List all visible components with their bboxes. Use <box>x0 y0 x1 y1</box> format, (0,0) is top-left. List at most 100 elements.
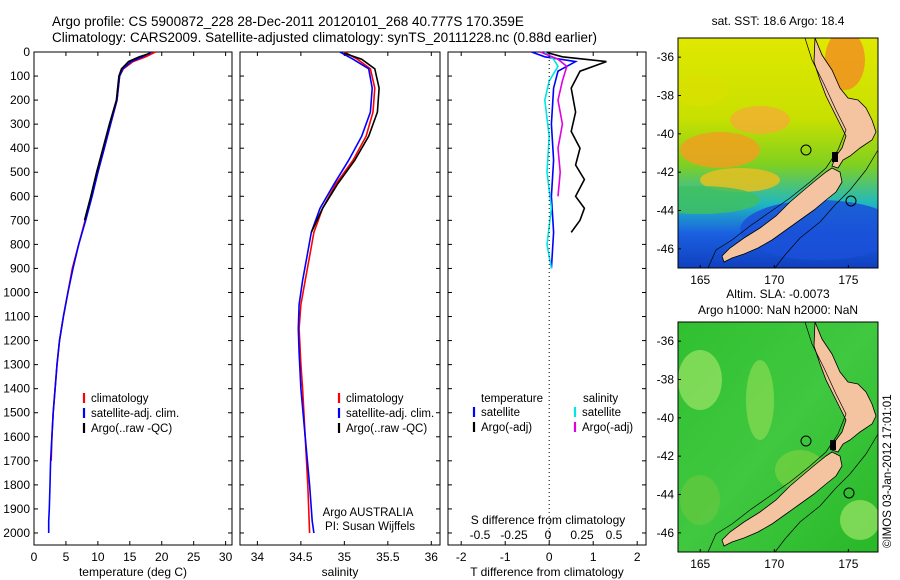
sst-map-ticks: 165 170 175 -36 -38 -40 -42 -44 -46 <box>657 50 859 287</box>
location-marker-2 <box>843 487 855 499</box>
legend-label: Argo(-adj) <box>481 422 532 434</box>
argo-annotation: Argo AUSTRALIA <box>323 507 414 519</box>
series-s-argo <box>540 51 568 197</box>
s-tick-label: 0 <box>545 528 552 542</box>
sst-map: sat. SST: 18.6 Argo: 18.4 165 170 175 -36 -3… <box>657 14 879 287</box>
map-x-tick-label: 170 <box>764 557 784 571</box>
x-tick-label: 5 <box>63 550 70 564</box>
legend-title-temperature: temperature <box>481 393 543 405</box>
temperature-panel: 0 5 10 15 20 25 300100200300400500600700800900… <box>3 45 232 579</box>
s-tick-label: 0.25 <box>570 528 594 542</box>
sla-patch <box>840 500 878 540</box>
legend-title-salinity: salinity <box>583 393 618 405</box>
map-y-tick-label: -38 <box>657 89 675 103</box>
y-tick-label: 800 <box>10 237 30 251</box>
new-zealand-land <box>721 38 877 263</box>
series-climatology <box>298 51 376 534</box>
difference-xlabel: T difference from climatology <box>470 565 624 579</box>
map-y-tick-label: -40 <box>657 127 675 141</box>
sla-map-ticks: 165 170 175 -36 -38 -40 -42 -44 -46 <box>657 334 859 571</box>
y-tick-label: 1000 <box>3 285 30 299</box>
s-tick-label: -0.25 <box>500 528 528 542</box>
argo-track-2 <box>830 440 836 450</box>
x-tick-label: 34 <box>251 550 265 564</box>
temperature-axes <box>33 51 233 546</box>
argo-position-marker <box>800 144 812 156</box>
y-tick-label: 1900 <box>3 502 30 516</box>
legend-label: Argo(-adj) <box>582 422 633 434</box>
location-marker <box>845 195 857 207</box>
s-tick-label: 0.5 <box>606 528 623 542</box>
sla-patch <box>678 350 722 410</box>
map-y-tick-label: -46 <box>657 242 675 256</box>
y-tick-label: 1400 <box>3 382 30 396</box>
sst-patch <box>678 186 760 214</box>
map-y-tick-label: -36 <box>657 334 675 348</box>
argo-track <box>832 152 838 162</box>
x-tick-label: 30 <box>219 550 233 564</box>
map-y-tick-label: -44 <box>657 488 675 502</box>
map-x-tick-label: 175 <box>838 557 858 571</box>
y-tick-label: 100 <box>10 69 30 83</box>
y-tick-label: 0 <box>23 45 30 59</box>
sla-patches <box>678 350 878 540</box>
map-y-tick-label: -36 <box>657 50 675 64</box>
x-tick-label: 35.5 <box>376 550 400 564</box>
argo-position-marker-2 <box>800 435 812 447</box>
temperature-xlabel: temperature (deg C) <box>79 565 187 579</box>
series-s-satellite <box>543 51 559 269</box>
x-tick-label: 10 <box>91 550 105 564</box>
y-tick-label: 1100 <box>4 310 30 324</box>
sst-patch <box>678 74 728 106</box>
x-tick-label: 15 <box>123 550 137 564</box>
pi-annotation: PI: Susan Wijffels <box>325 521 415 533</box>
x-tick-label: 0 <box>546 550 553 564</box>
sst-patch <box>730 106 790 134</box>
x-tick-label: 2 <box>634 550 641 564</box>
map-x-tick-label: 165 <box>690 557 710 571</box>
sla-map-title-1: Altim. SLA: -0.0073 <box>726 287 830 301</box>
series-satellite-adj-clim- <box>297 51 374 534</box>
sla-patch <box>746 360 774 440</box>
map-x-tick-label: 170 <box>764 273 784 287</box>
x-tick-label: 1 <box>590 550 597 564</box>
y-tick-label: 500 <box>10 165 30 179</box>
legend-label: satellite <box>481 407 520 419</box>
title-line-2: Climatology: CARS2009. Satellite-adjuste… <box>52 30 597 45</box>
imos-credit: ©IMOS 03-Jan-2012 17:01:01 <box>882 394 894 548</box>
map-y-tick-label: -44 <box>657 204 675 218</box>
y-tick-label: 900 <box>10 261 30 275</box>
sst-map-frame <box>677 37 879 269</box>
map-y-tick-label: -42 <box>657 165 675 179</box>
y-tick-label: 400 <box>10 141 30 155</box>
map-y-tick-label: -38 <box>657 373 675 387</box>
salinity-xlabel: salinity <box>322 565 359 579</box>
y-tick-label: 1300 <box>3 358 30 372</box>
x-tick-label: 34.5 <box>289 550 313 564</box>
sla-map: Altim. SLA: -0.0073 Argo h1000: NaN h200… <box>657 287 879 571</box>
x-tick-label: -1 <box>500 550 511 564</box>
x-tick-label: 0 <box>31 550 38 564</box>
sla-map-title-2: Argo h1000: NaN h2000: NaN <box>698 303 858 317</box>
x-tick-label: 20 <box>155 550 169 564</box>
difference-panel: -2 -1 0 1 2 T difference from climatology temp… <box>447 51 647 579</box>
map-x-tick-label: 175 <box>838 273 858 287</box>
sst-patch <box>680 132 760 168</box>
y-tick-label: 600 <box>10 189 30 203</box>
y-tick-label: 1800 <box>3 478 30 492</box>
x-tick-label: 35 <box>338 550 352 564</box>
sst-patch <box>740 200 878 260</box>
series-t-argo <box>544 51 607 233</box>
bathymetry-contour <box>707 38 878 268</box>
map-y-tick-label: -42 <box>657 449 675 463</box>
s-difference-label: S difference from climatology <box>471 513 626 527</box>
sst-patch <box>700 168 780 192</box>
y-tick-label: 1500 <box>3 406 30 420</box>
legend-label: satellite-adj. clim. <box>346 408 434 420</box>
series-argo-raw-qc- <box>310 52 380 233</box>
x-tick-label: 36 <box>425 550 439 564</box>
y-tick-label: 700 <box>10 213 30 227</box>
series-t-satellite <box>531 51 579 269</box>
x-tick-label: 25 <box>187 550 201 564</box>
